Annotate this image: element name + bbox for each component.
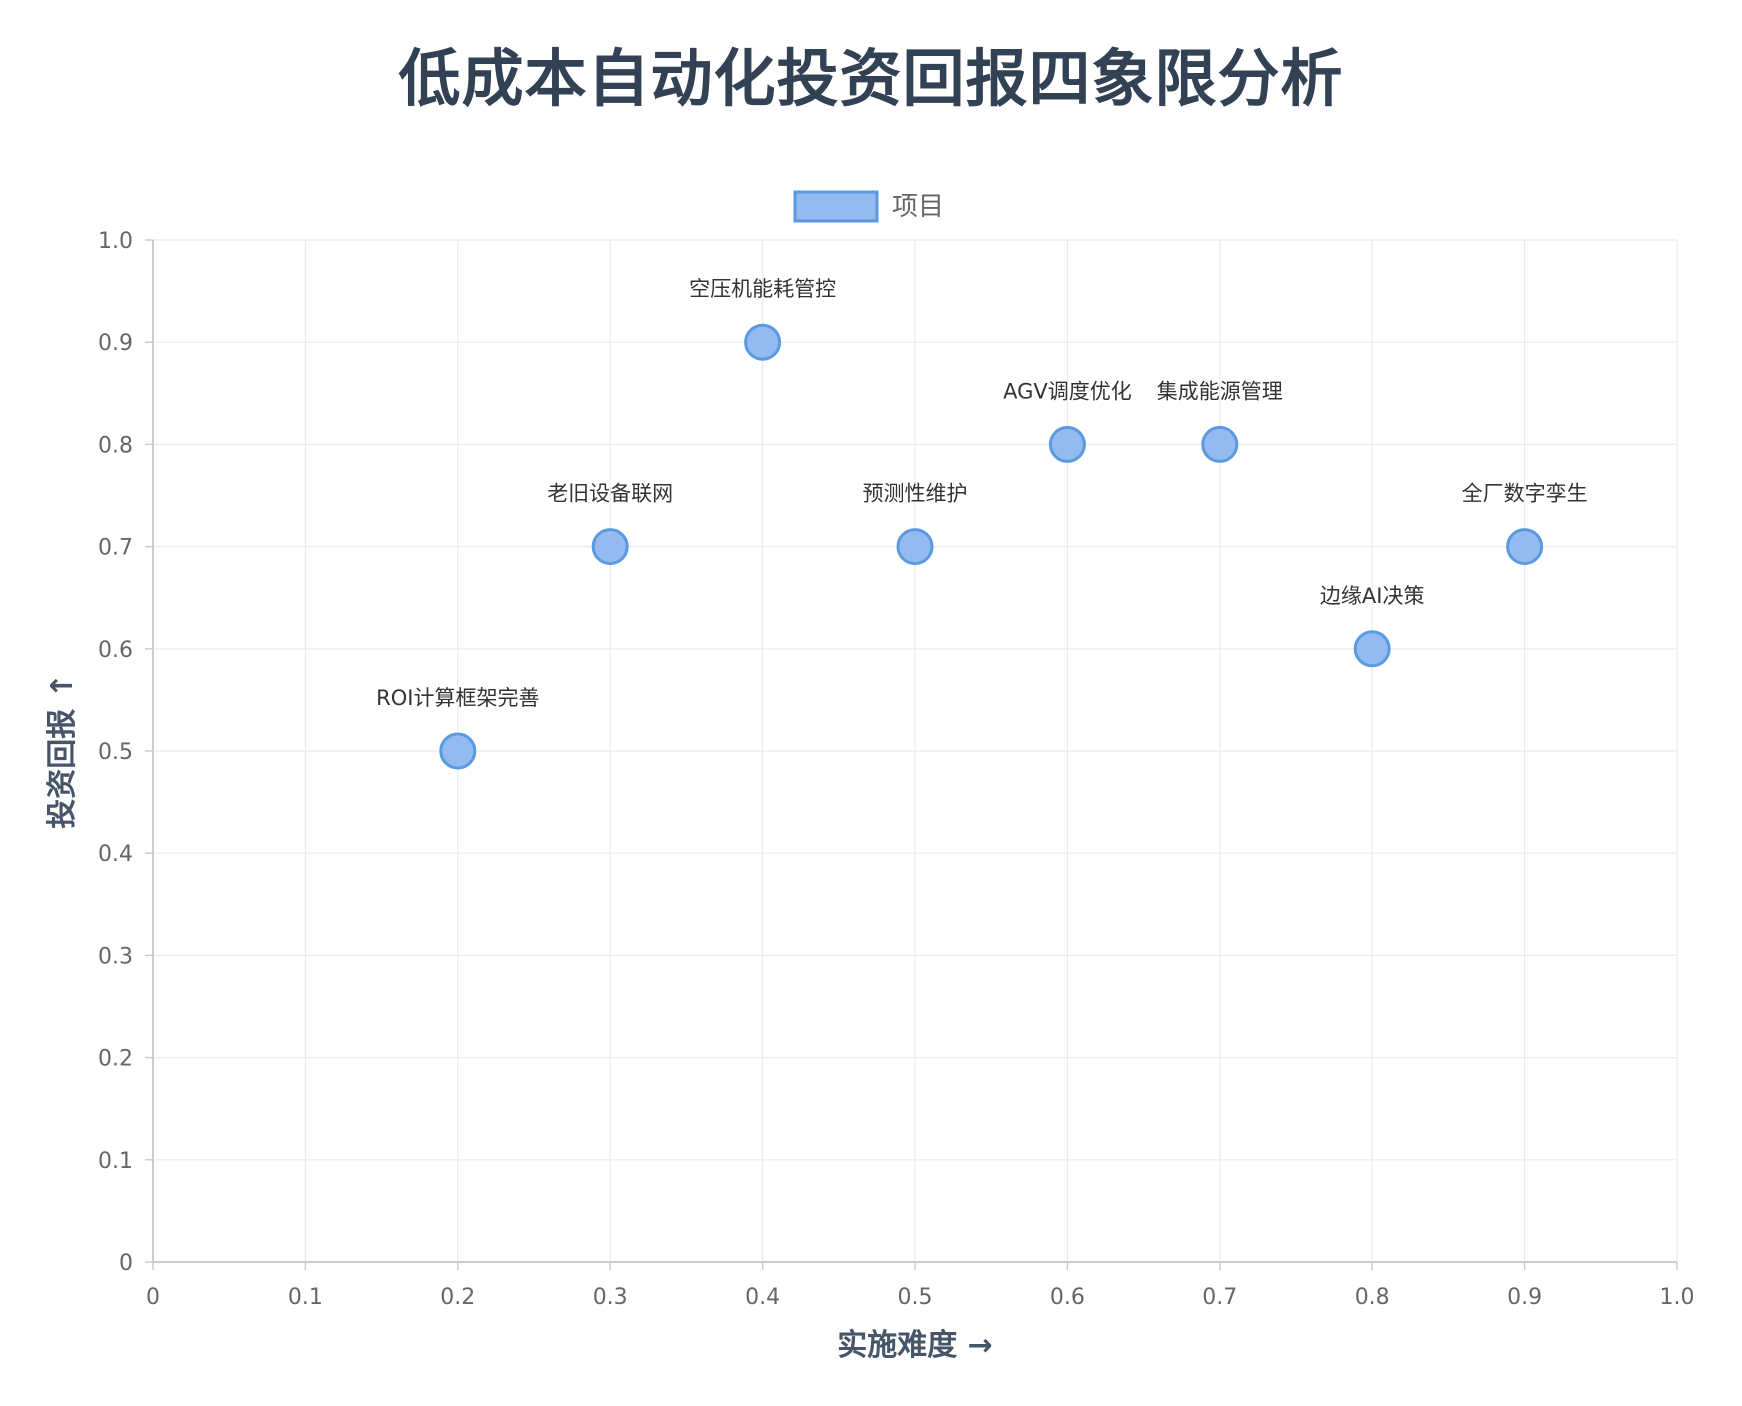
data-point[interactable] — [1201, 425, 1239, 463]
y-axis-title: 投资回报 ↑ — [45, 673, 80, 829]
y-tick-label: 1.0 — [98, 229, 133, 254]
y-tick-label: 0.7 — [98, 536, 133, 561]
x-tick-label: 0.5 — [898, 1285, 933, 1310]
x-tick-label: 0.4 — [745, 1285, 780, 1310]
y-tick-label: 0.3 — [98, 944, 133, 969]
x-tick-label: 0.2 — [440, 1285, 475, 1310]
data-point[interactable] — [1353, 630, 1391, 668]
x-tick-label: 1.0 — [1660, 1285, 1695, 1310]
data-point-label: 边缘AI决策 — [1320, 584, 1425, 608]
data-point-label: AGV调度优化 — [1003, 379, 1132, 403]
data-point-label: 预测性维护 — [863, 482, 968, 506]
x-axis-title: 实施难度 → — [837, 1328, 993, 1363]
data-point[interactable] — [439, 732, 477, 770]
y-tick-label: 0 — [119, 1251, 133, 1276]
data-point[interactable] — [1506, 528, 1544, 566]
x-tick-label: 0 — [146, 1285, 160, 1310]
data-point-label: 全厂数字孪生 — [1462, 482, 1588, 506]
data-point[interactable] — [591, 528, 629, 566]
data-point[interactable] — [896, 528, 934, 566]
legend-label[interactable]: 项目 — [892, 192, 944, 222]
y-tick-label: 0.2 — [98, 1047, 133, 1072]
y-tick-label: 0.1 — [98, 1149, 133, 1174]
y-tick-label: 0.6 — [98, 638, 133, 663]
data-point-label: ROI计算框架完善 — [376, 686, 539, 710]
x-tick-label: 0.8 — [1355, 1285, 1390, 1310]
y-tick-label: 0.8 — [98, 433, 133, 458]
data-point[interactable] — [744, 323, 782, 361]
data-point-label: 老旧设备联网 — [547, 482, 673, 506]
data-point-label: 集成能源管理 — [1157, 379, 1283, 403]
y-tick-label: 0.5 — [98, 740, 133, 765]
x-tick-label: 0.3 — [593, 1285, 628, 1310]
x-tick-label: 0.7 — [1202, 1285, 1237, 1310]
data-point-label: 空压机能耗管控 — [689, 277, 836, 301]
legend-swatch[interactable] — [793, 190, 879, 223]
x-tick-label: 0.9 — [1507, 1285, 1542, 1310]
y-tick-label: 0.9 — [98, 331, 133, 356]
x-tick-label: 0.6 — [1050, 1285, 1085, 1310]
chart-title: 低成本自动化投资回报四象限分析 — [398, 42, 1344, 115]
y-tick-label: 0.4 — [98, 842, 133, 867]
data-point[interactable] — [1048, 425, 1086, 463]
x-tick-label: 0.1 — [288, 1285, 323, 1310]
